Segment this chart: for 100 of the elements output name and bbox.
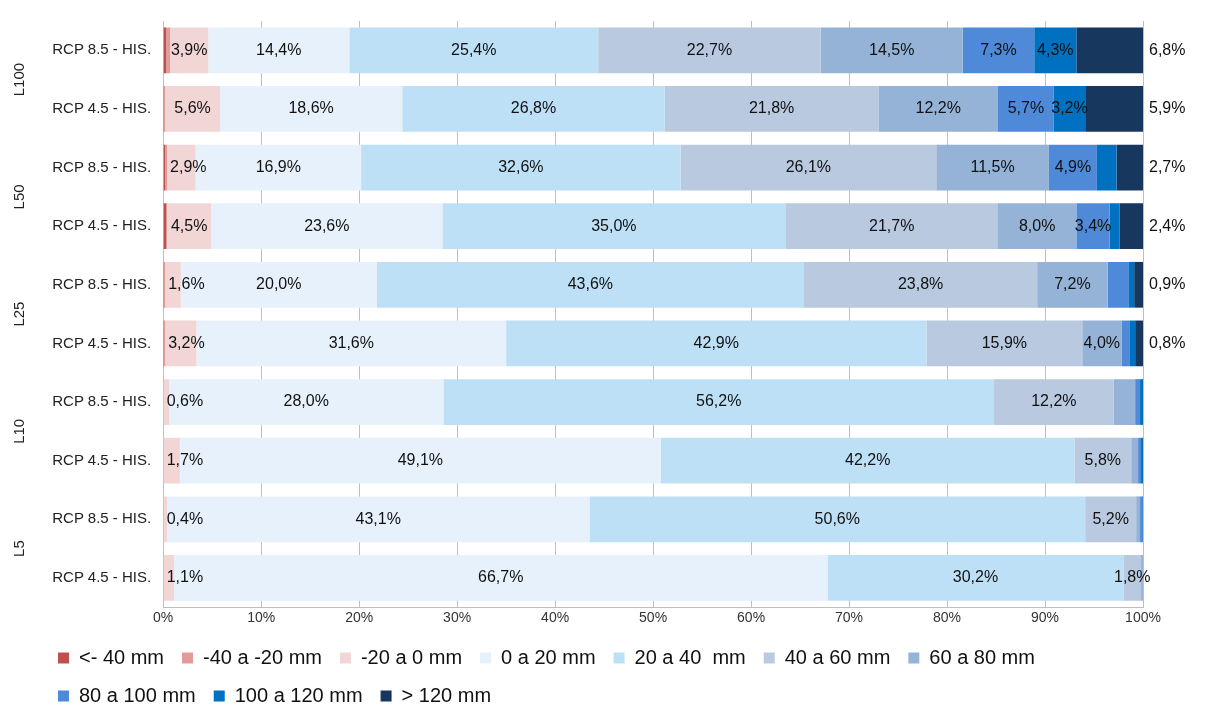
bar: [1140, 379, 1143, 425]
x-tick-label: 20%: [345, 609, 374, 626]
data-label: 7,3%: [980, 40, 1017, 58]
data-label: 6,8%: [1149, 40, 1186, 58]
data-label: 21,8%: [748, 99, 795, 117]
bar: [878, 86, 998, 132]
data-label: 5,8%: [1084, 451, 1122, 469]
data-label: 16,9%: [255, 157, 302, 175]
bar: [376, 261, 804, 308]
y-tick-label: RCP 8.5 - HIS.: [52, 509, 152, 527]
bar: [220, 86, 403, 132]
text: L5: [10, 540, 28, 557]
data-label: 26,1%: [785, 157, 832, 175]
data-label: 26,8%: [510, 99, 557, 117]
bar: [664, 86, 879, 132]
data-label: 3,4%: [1074, 216, 1112, 234]
x-tick-label: 10%: [247, 609, 276, 626]
data-label: 12,2%: [915, 99, 961, 117]
bar: [962, 27, 1035, 74]
x-tick-label: 90%: [1031, 609, 1060, 626]
legend-label: 100 a 120 mm: [234, 683, 363, 706]
y-tick-label: RCP 8.5 - HIS.: [52, 157, 152, 175]
y-tick-label: RCP 4.5 - HIS.: [52, 216, 152, 234]
data-label: 31,6%: [328, 333, 374, 351]
data-label: 2,9%: [170, 157, 207, 175]
data-label: 23,8%: [897, 275, 944, 293]
bar: [1129, 320, 1136, 367]
bar: [1074, 437, 1132, 484]
data-label: 1,7%: [166, 451, 204, 469]
data-label: 5,2%: [1092, 509, 1129, 527]
bar: [660, 437, 1075, 484]
y-tick-label: RCP 8.5 - HIS.: [52, 40, 152, 58]
data-label: 12,2%: [1031, 392, 1077, 410]
x-tick-label: 50%: [639, 609, 668, 626]
data-label: 43,1%: [355, 509, 401, 527]
y-tick-label: RCP 4.5 - HIS.: [52, 450, 152, 468]
data-label: 11,5%: [970, 157, 1015, 175]
y-tick-label: RCP 4.5 - HIS.: [52, 568, 152, 586]
bar: [997, 203, 1077, 250]
data-label: 3,9%: [170, 40, 208, 58]
bar: [598, 27, 821, 74]
data-label: 56,2%: [696, 392, 742, 410]
text: L50: [10, 184, 28, 210]
x-tick-label: 70%: [835, 609, 864, 626]
legend-label: -40 a -20 mm: [203, 645, 322, 668]
data-label: 14,5%: [868, 40, 915, 58]
x-tick-label: 60%: [737, 609, 766, 626]
y-tick-label: RCP 4.5 - HIS.: [52, 99, 152, 117]
text: L100: [10, 62, 28, 97]
data-label: 0,9%: [1149, 275, 1186, 293]
bar: [361, 144, 681, 191]
y-tick-label: RCP 8.5 - HIS.: [52, 392, 152, 410]
bar: [1116, 144, 1143, 191]
legend-label: 40 a 60 mm: [784, 645, 891, 668]
bar: [1113, 379, 1136, 425]
legend-label: 20 a 40 mm: [634, 645, 746, 668]
bar: [1085, 86, 1143, 132]
bar: [1136, 496, 1141, 543]
x-tick-label: 80%: [933, 609, 962, 626]
legend-label: > 120 mm: [401, 683, 492, 706]
x-tick-label: 40%: [541, 609, 570, 626]
text: L25: [10, 301, 28, 327]
bar: [1109, 203, 1120, 250]
data-label: 5,6%: [174, 99, 211, 117]
data-label: 2,4%: [1149, 216, 1186, 234]
bar: [994, 379, 1114, 425]
bar: [349, 27, 599, 74]
data-label: 7,2%: [1054, 275, 1091, 293]
legend-label: <- 40 mm: [79, 645, 165, 668]
text: L10: [10, 418, 28, 444]
bar: [442, 203, 786, 250]
data-label: 3,2%: [168, 333, 205, 351]
bar: [166, 27, 171, 74]
data-label: 5,7%: [1007, 99, 1045, 117]
data-label: 4,9%: [1054, 157, 1092, 175]
x-tick-label: 30%: [443, 609, 472, 626]
data-label: 4,0%: [1083, 333, 1121, 351]
bar: [443, 379, 995, 425]
bar: [1076, 27, 1143, 74]
data-label: 50,6%: [814, 509, 860, 527]
bar: [680, 144, 937, 191]
data-label: 0,8%: [1149, 333, 1186, 351]
data-label: 35,0%: [591, 216, 637, 234]
bar: [820, 27, 963, 74]
bar: [1037, 261, 1108, 308]
y-tick-label: RCP 8.5 - HIS.: [52, 274, 152, 292]
bar: [169, 379, 444, 425]
data-label: 22,7%: [686, 40, 733, 58]
legend-label: 80 a 100 mm: [79, 683, 196, 706]
data-label: 18,6%: [288, 99, 334, 117]
bar: [165, 86, 221, 132]
bar: [1119, 203, 1143, 250]
data-label: 66,7%: [478, 568, 524, 586]
bar: [1131, 437, 1139, 484]
bar: [936, 144, 1049, 191]
legend-label: -20 a 0 mm: [360, 645, 463, 668]
data-label: 1,8%: [1113, 568, 1151, 586]
data-label: 4,5%: [170, 216, 208, 234]
data-label: 23,6%: [304, 216, 350, 234]
data-label: 14,4%: [256, 40, 302, 58]
